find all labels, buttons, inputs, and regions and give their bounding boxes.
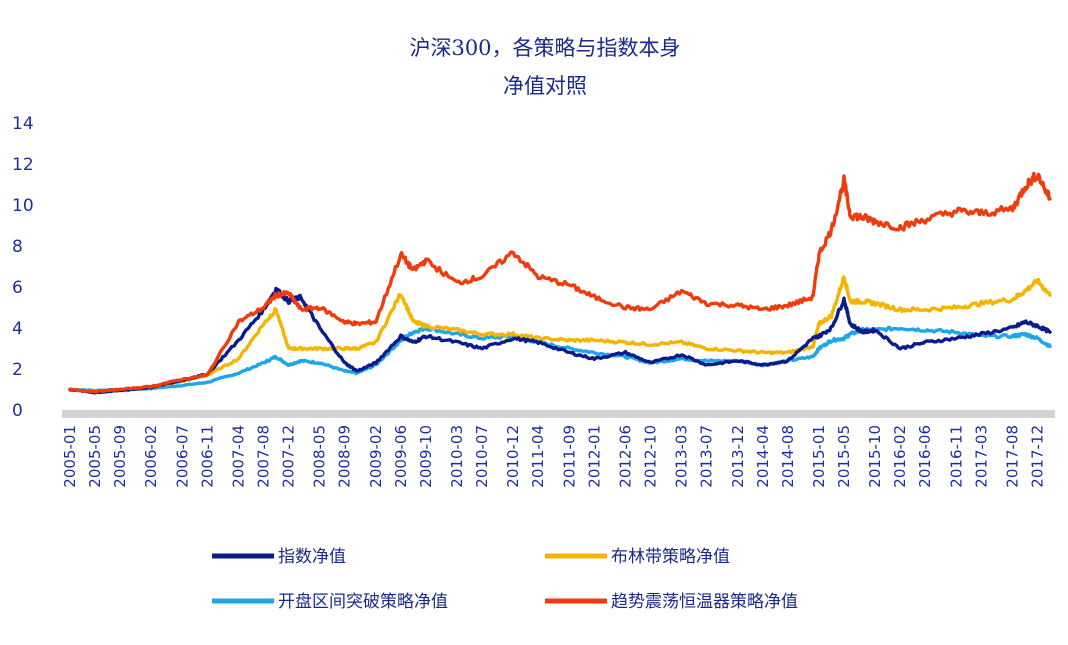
x-tick-label: 2009-06 bbox=[392, 425, 410, 488]
legend-label: 布林带策略净值 bbox=[611, 547, 730, 567]
y-tick-label: 0 bbox=[12, 401, 23, 421]
legend-label: 趋势震荡恒温器策略净值 bbox=[611, 592, 798, 612]
x-tick-label: 2014-08 bbox=[779, 425, 797, 488]
x-tick-label: 2007-04 bbox=[230, 425, 248, 488]
y-axis: 0 2 4 6 8 10 12 14 bbox=[12, 114, 34, 421]
legend-label: 开盘区间突破策略净值 bbox=[278, 592, 448, 612]
x-tick-label: 2005-05 bbox=[86, 425, 104, 488]
x-tick-label: 2015-05 bbox=[835, 425, 853, 488]
x-tick-label: 2009-02 bbox=[367, 425, 385, 488]
x-tick-label: 2013-03 bbox=[673, 425, 691, 488]
x-tick-label: 2008-09 bbox=[336, 425, 354, 488]
x-tick-label: 2007-08 bbox=[255, 425, 273, 488]
series-line bbox=[68, 275, 1052, 394]
y-tick-label: 2 bbox=[12, 360, 23, 380]
series-line bbox=[68, 171, 1052, 394]
x-tick-label: 2016-11 bbox=[947, 425, 965, 488]
x-tick-label: 2016-06 bbox=[916, 425, 934, 488]
y-tick-label: 8 bbox=[12, 237, 23, 257]
x-tick-label: 2008-05 bbox=[311, 425, 329, 488]
legend-label: 指数净值 bbox=[278, 547, 346, 567]
x-tick-label: 2017-08 bbox=[1004, 425, 1022, 488]
plot-area bbox=[68, 171, 1052, 395]
y-tick-label: 6 bbox=[12, 278, 23, 298]
x-tick-label: 2015-01 bbox=[810, 425, 828, 488]
x-tick-label: 2013-12 bbox=[729, 425, 747, 488]
x-tick-label: 2005-09 bbox=[111, 425, 129, 488]
series-line bbox=[68, 325, 1052, 393]
x-axis: 2005-01 2005-05 2005-09 2006-02 2006-07 2006-… bbox=[61, 425, 1047, 488]
x-tick-label: 2017-12 bbox=[1029, 425, 1047, 488]
y-tick-label: 4 bbox=[12, 319, 23, 339]
y-tick-label: 10 bbox=[12, 196, 34, 216]
x-tick-label: 2016-02 bbox=[891, 425, 909, 488]
x-tick-label: 2015-10 bbox=[866, 425, 884, 488]
x-tick-label: 2013-07 bbox=[698, 425, 716, 488]
y-tick-label: 12 bbox=[12, 155, 34, 175]
x-tick-label: 2012-06 bbox=[617, 425, 635, 488]
x-tick-label: 2005-01 bbox=[61, 425, 79, 488]
x-tick-label: 2010-07 bbox=[473, 425, 491, 488]
x-tick-label: 2007-12 bbox=[280, 425, 298, 488]
x-tick-label: 2014-04 bbox=[754, 425, 772, 488]
x-tick-label: 2012-01 bbox=[585, 425, 603, 488]
x-tick-label: 2011-04 bbox=[529, 425, 547, 488]
y-tick-label: 14 bbox=[12, 114, 34, 134]
chart-subtitle: 净值对照 bbox=[503, 74, 587, 98]
x-tick-label: 2006-11 bbox=[198, 425, 216, 488]
x-tick-label: 2006-07 bbox=[173, 425, 191, 488]
x-tick-label: 2009-10 bbox=[417, 425, 435, 488]
x-tick-label: 2011-09 bbox=[560, 425, 578, 488]
x-tick-label: 2010-12 bbox=[504, 425, 522, 488]
x-tick-label: 2012-10 bbox=[642, 425, 660, 488]
x-tick-label: 2017-03 bbox=[972, 425, 990, 488]
chart-title: 沪深300，各策略与指数本身 bbox=[409, 36, 680, 60]
x-tick-label: 2010-03 bbox=[448, 425, 466, 488]
x-axis-band bbox=[62, 410, 1055, 418]
x-tick-label: 2006-02 bbox=[142, 425, 160, 488]
